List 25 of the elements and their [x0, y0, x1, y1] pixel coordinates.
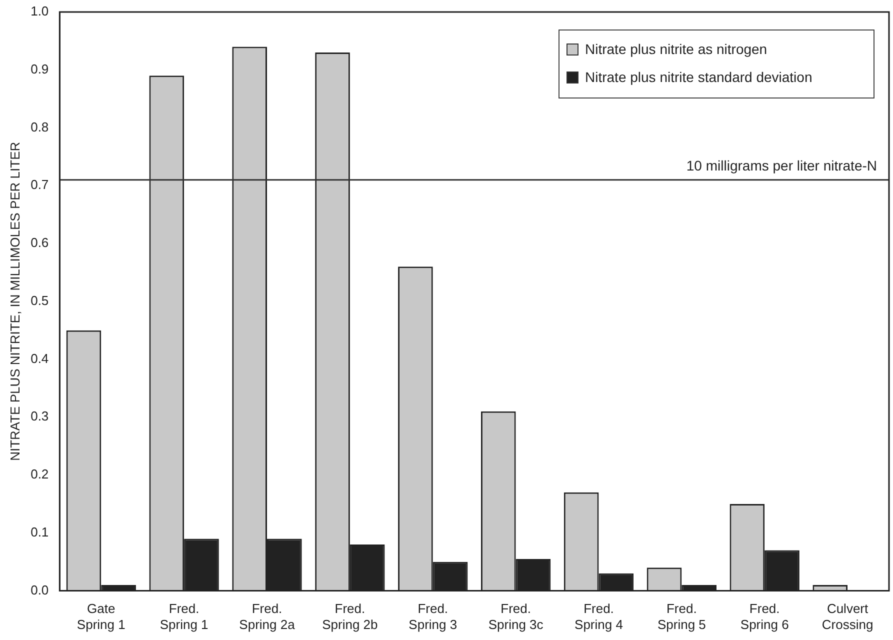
x-tick-label: Fred. Spring 3c: [488, 601, 544, 632]
ref-line-label: 10 milligrams per liter nitrate-N: [686, 158, 877, 174]
x-tick-label: Gate Spring 1: [76, 601, 126, 632]
x-tick-label: Fred. Spring 4: [574, 601, 623, 632]
y-tick-label: 0.8: [30, 119, 49, 134]
y-tick-label: 1.0: [30, 4, 49, 19]
x-tick-label: Fred. Spring 5: [657, 601, 706, 632]
y-tick-label: 0.5: [30, 292, 49, 308]
x-tick-label: Fred. Spring 2a: [239, 601, 296, 632]
y-tick-label: 0.1: [30, 524, 49, 540]
y-axis-title: NITRATE PLUS NITRITE, IN MILLIMOLES PER LITER: [7, 142, 22, 461]
x-tick-label: Fred. Spring 1: [160, 601, 208, 632]
x-tick-label: Culvert Crossing: [822, 601, 874, 632]
y-tick-label: 0.0: [30, 582, 49, 598]
y-tick-label: 0.9: [30, 61, 49, 76]
x-tick-label: Fred. Spring 3: [408, 601, 458, 632]
x-tick-label: Fred. Spring 6: [740, 601, 789, 632]
y-tick-label: 0.7: [30, 177, 49, 192]
legend-label: Nitrate plus nitrite as nitrogen: [585, 40, 768, 57]
y-tick-label: 0.3: [30, 408, 49, 424]
legend-label: Nitrate plus nitrite standard deviation: [585, 68, 812, 85]
x-tick-label: Fred. Spring 2b: [322, 601, 378, 632]
y-tick-label: 0.2: [30, 466, 49, 482]
y-tick-label: 0.6: [30, 235, 49, 250]
y-tick-label: 0.4: [30, 350, 49, 366]
